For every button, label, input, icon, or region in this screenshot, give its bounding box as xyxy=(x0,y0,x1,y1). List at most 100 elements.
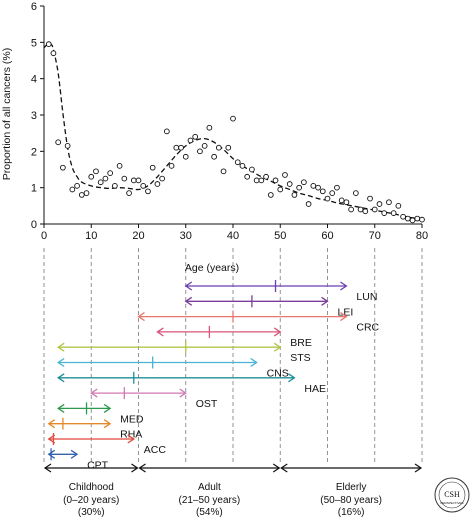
data-point xyxy=(277,186,284,193)
data-point xyxy=(315,184,321,191)
group-share: (16%) xyxy=(338,507,365,518)
data-point xyxy=(319,188,326,195)
data-point xyxy=(149,164,156,171)
scatter-panel: 0 10 20 30 40 50 60 70 80 0 1 2 3 4 5 6 Proportion of … xyxy=(1,1,428,462)
range-arrow-right xyxy=(70,449,79,459)
data-point xyxy=(371,206,378,213)
range-med: MED xyxy=(57,402,144,425)
data-point xyxy=(253,177,260,184)
range-label: CPT xyxy=(87,459,109,471)
csh-logo: CSH PERSPECTIVES xyxy=(434,477,470,513)
data-point xyxy=(234,159,241,166)
data-point xyxy=(206,124,213,131)
age-group-childhood: Childhood (0–20 years)(30%) xyxy=(43,463,139,518)
data-point xyxy=(244,173,251,180)
group-range: (50–80 years) xyxy=(320,495,382,506)
data-points xyxy=(45,41,425,224)
age-divider-lines xyxy=(43,248,423,462)
y-tick-label: 3 xyxy=(31,110,37,122)
group-name: Childhood xyxy=(69,482,114,493)
data-point xyxy=(343,199,350,206)
data-point xyxy=(55,139,62,146)
data-point xyxy=(154,181,161,187)
y-tick-label: 5 xyxy=(31,37,37,49)
data-point xyxy=(145,188,151,195)
group-name: Elderly xyxy=(336,482,367,493)
data-point xyxy=(272,177,279,184)
range-arrow-right xyxy=(103,419,112,429)
range-arrow-right xyxy=(103,403,112,413)
y-tick-label: 4 xyxy=(31,74,37,86)
range-label: STS xyxy=(290,352,310,364)
x-tick-label: 80 xyxy=(416,230,428,242)
data-point xyxy=(357,206,364,213)
data-point xyxy=(263,173,269,180)
data-point xyxy=(107,170,114,176)
data-point xyxy=(83,190,90,196)
range-bre: BRE xyxy=(156,325,312,349)
range-label: OST xyxy=(196,398,218,410)
range-label: LUN xyxy=(356,291,377,303)
data-point xyxy=(97,179,104,186)
range-rha: RHA xyxy=(47,417,142,441)
range-acc: ACC xyxy=(47,433,166,456)
x-axis-label: Age (years) xyxy=(185,262,239,274)
group-arrow-right xyxy=(414,463,423,473)
data-point xyxy=(135,177,142,184)
group-arrow-left xyxy=(43,463,52,473)
data-point xyxy=(381,210,388,216)
range-arrow-left xyxy=(47,449,56,459)
data-point xyxy=(409,217,416,224)
range-arrow-left xyxy=(156,327,164,337)
range-arrow-left xyxy=(57,373,65,383)
data-point xyxy=(390,210,397,216)
data-point xyxy=(60,164,66,171)
x-tick-label: 50 xyxy=(274,230,286,242)
range-hae: HAE xyxy=(57,371,326,395)
logo-subtext: PERSPECTIVES xyxy=(440,501,463,505)
data-point xyxy=(164,128,170,135)
y-tick-label: 2 xyxy=(31,146,37,158)
range-label: HAE xyxy=(304,383,326,395)
data-point xyxy=(159,175,165,182)
range-arrow-right xyxy=(179,388,187,398)
age-group-panel: Childhood (0–20 years)(30%) Adult (21–50 ye… xyxy=(43,463,423,518)
y-tick-label: 6 xyxy=(31,1,37,13)
range-arrow-right xyxy=(340,281,348,291)
data-point xyxy=(286,181,293,187)
range-sts: STS xyxy=(57,341,311,364)
y-tick-label: 1 xyxy=(31,183,37,195)
data-point xyxy=(45,41,52,48)
range-arrow-right xyxy=(250,357,258,368)
data-point xyxy=(74,183,80,189)
range-arrow-left xyxy=(57,357,65,368)
data-point xyxy=(102,175,109,182)
data-point xyxy=(173,144,180,151)
range-arrow-left xyxy=(47,419,56,429)
data-point xyxy=(282,172,288,178)
data-point xyxy=(220,168,227,175)
group-range: (21–50 years) xyxy=(179,495,241,506)
data-point xyxy=(400,213,406,220)
data-point xyxy=(301,179,307,186)
data-point xyxy=(178,144,184,151)
y-axis-label: Proportion of all cancers (%) xyxy=(1,48,13,180)
range-lei: LEI xyxy=(184,295,354,318)
data-point xyxy=(225,144,232,151)
data-point xyxy=(201,143,208,149)
range-arrow-right xyxy=(127,434,135,444)
data-point xyxy=(324,195,331,202)
data-point xyxy=(267,192,274,198)
data-point xyxy=(310,183,317,189)
data-point xyxy=(230,115,236,122)
data-point xyxy=(116,163,123,169)
data-point xyxy=(334,184,340,191)
group-arrow-right xyxy=(131,463,139,473)
range-label: LEI xyxy=(338,306,354,318)
range-label: RHA xyxy=(120,429,142,441)
data-point xyxy=(192,133,199,140)
range-arrow-left xyxy=(184,281,193,291)
data-point xyxy=(140,183,147,189)
